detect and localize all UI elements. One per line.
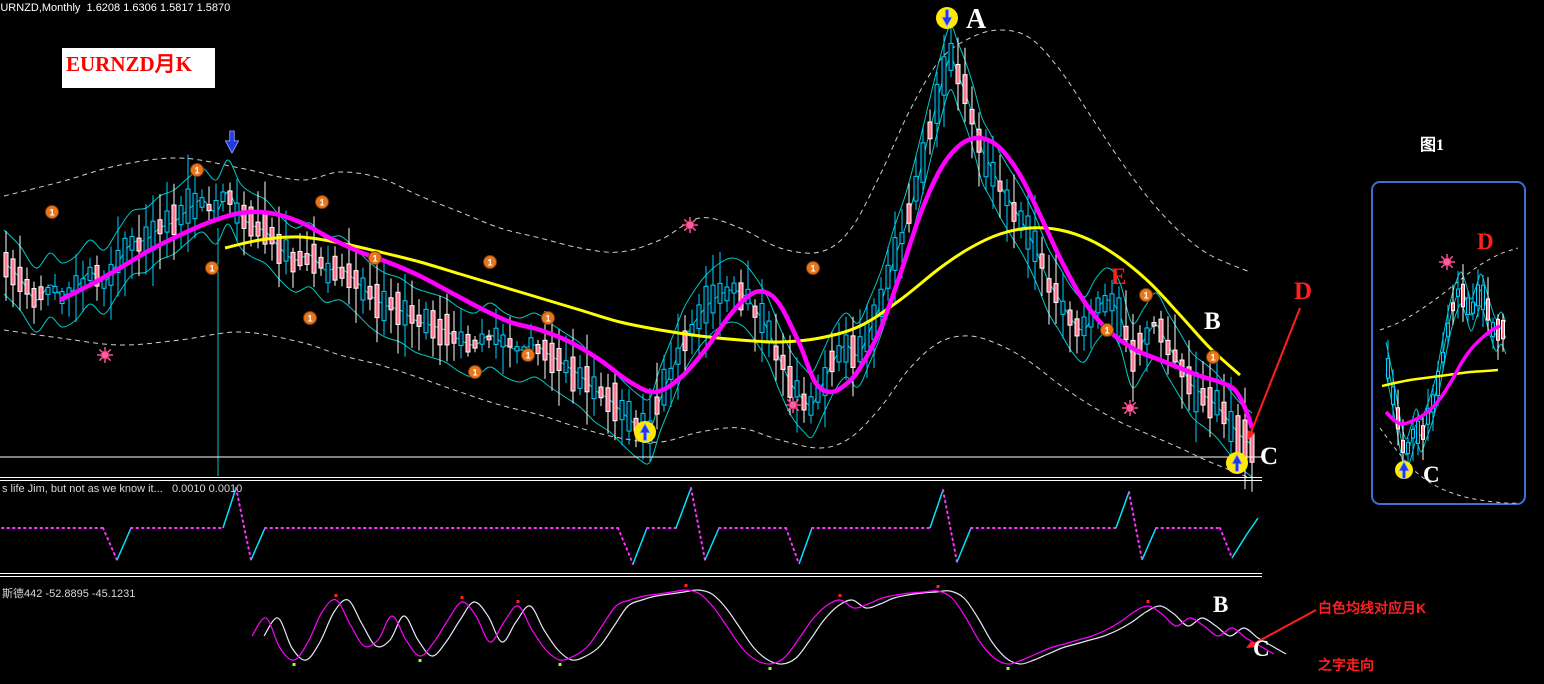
symbol-ohlc-label: EURNZD,Monthly 1.6208 1.6306 1.5817 1.58… bbox=[0, 2, 231, 14]
numbered-signal-marker: 1 bbox=[1139, 288, 1153, 302]
label-letter-c-bottom: C bbox=[1253, 636, 1270, 661]
annotation-arrow bbox=[1247, 307, 1301, 440]
annotation-arrow bbox=[1246, 609, 1317, 648]
candles bbox=[3, 25, 1255, 492]
label-letter-c-inset: C bbox=[1423, 462, 1440, 487]
numbered-signal-marker: 1 bbox=[205, 261, 219, 275]
figure-label: 图1 bbox=[1420, 137, 1445, 154]
svg-text:1: 1 bbox=[545, 314, 550, 324]
bottom-indicator-label: 斯德442 -52.8895 -45.1231 bbox=[2, 588, 136, 600]
label-letter-c-main: C bbox=[1260, 443, 1279, 470]
numbered-signal-marker: 1 bbox=[521, 348, 535, 362]
label-letter-d-inset: D bbox=[1477, 229, 1494, 254]
svg-text:1: 1 bbox=[810, 264, 815, 274]
main-chart[interactable]: 1 1 1 1 1 1 1 1 1 1 1 1 1 1 bbox=[0, 7, 1262, 577]
svg-text:1: 1 bbox=[472, 368, 477, 378]
middle-indicator-label: s life Jim, but not as we know it... 0.0… bbox=[2, 483, 243, 495]
inset-candles bbox=[1386, 264, 1505, 473]
oscillator-panel[interactable] bbox=[251, 584, 1287, 670]
numbered-signal-marker: 1 bbox=[45, 205, 59, 219]
label-letter-b-main: B bbox=[1204, 308, 1221, 335]
fractal-signal-marker bbox=[1122, 400, 1138, 416]
zigzag-panel[interactable] bbox=[1, 487, 1259, 565]
svg-text:1: 1 bbox=[49, 208, 54, 218]
label-letter-e-main: E bbox=[1111, 264, 1127, 289]
chart-title-text: EURNZD月K bbox=[66, 52, 193, 76]
numbered-signal-marker: 1 bbox=[315, 195, 329, 209]
numbered-signal-marker: 1 bbox=[1206, 350, 1220, 364]
label-letter-d-main: D bbox=[1294, 278, 1313, 305]
svg-text:1: 1 bbox=[1210, 353, 1215, 363]
label-letter-a: A bbox=[966, 4, 987, 35]
numbered-signal-marker: 1 bbox=[1100, 323, 1114, 337]
svg-text:1: 1 bbox=[209, 264, 214, 274]
label-letter-b-bottom: B bbox=[1213, 592, 1229, 617]
annotation-note: 白色均线对应月K 之字走向 bbox=[1318, 561, 1426, 684]
up-arrow-marker bbox=[1395, 460, 1413, 479]
fractal-signal-marker bbox=[682, 217, 698, 233]
svg-text:1: 1 bbox=[319, 198, 324, 208]
svg-text:1: 1 bbox=[1143, 291, 1148, 301]
numbered-signal-marker: 1 bbox=[368, 251, 382, 265]
svg-text:1: 1 bbox=[307, 314, 312, 324]
down-arrow-marker bbox=[936, 7, 958, 29]
fractal-signal-marker bbox=[97, 347, 113, 363]
numbered-signal-marker: 1 bbox=[190, 163, 204, 177]
numbered-signal-marker: 1 bbox=[483, 255, 497, 269]
numbered-signal-marker: 1 bbox=[806, 261, 820, 275]
svg-text:1: 1 bbox=[525, 351, 530, 361]
svg-text:1: 1 bbox=[372, 254, 377, 264]
fractal-signal-marker bbox=[785, 397, 801, 413]
svg-text:1: 1 bbox=[1104, 326, 1109, 336]
inset-chart[interactable] bbox=[1371, 181, 1526, 505]
fractal-signal-marker bbox=[1439, 254, 1455, 270]
down-arrow-marker bbox=[224, 130, 240, 154]
numbered-signal-marker: 1 bbox=[468, 365, 482, 379]
numbered-signal-marker: 1 bbox=[541, 311, 555, 325]
numbered-signal-marker: 1 bbox=[303, 311, 317, 325]
svg-text:1: 1 bbox=[194, 166, 199, 176]
up-arrow-marker bbox=[1226, 452, 1248, 474]
annotation-line1: 白色均线对应月K bbox=[1318, 600, 1427, 616]
svg-text:1: 1 bbox=[487, 258, 492, 268]
chart-title-box: EURNZD月K bbox=[62, 48, 215, 88]
annotation-line2: 之字走向 bbox=[1318, 657, 1374, 673]
up-arrow-marker bbox=[634, 421, 656, 443]
